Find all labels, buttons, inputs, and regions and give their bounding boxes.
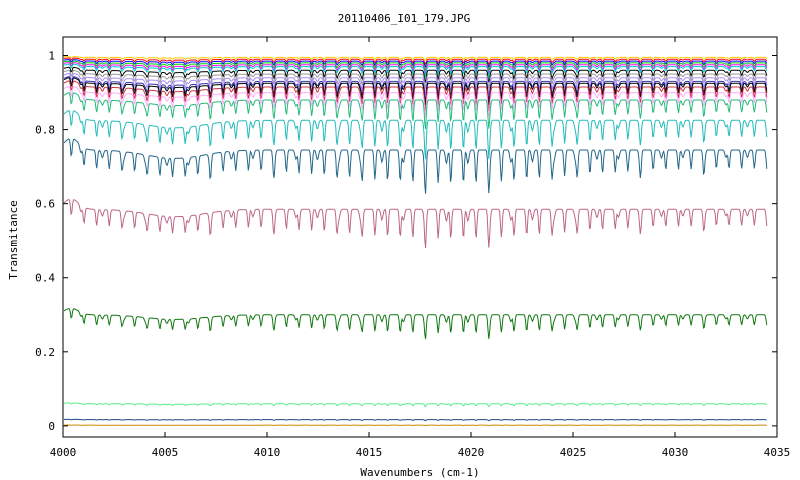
x-tick-label: 4020 [458, 446, 485, 459]
x-tick-label: 4015 [356, 446, 383, 459]
x-tick-label: 4025 [560, 446, 587, 459]
series-line-10 [63, 76, 768, 101]
series-line-11 [63, 77, 768, 106]
y-tick-label: 0.6 [35, 198, 55, 211]
series-line-19 [63, 402, 768, 408]
x-tick-label: 4010 [254, 446, 281, 459]
x-axis: 4000 4005 4010 4015 4020 4025 4030 4035 [50, 37, 791, 459]
series-line-6 [63, 63, 768, 79]
series-line-14 [63, 92, 768, 130]
series-line-8 [63, 69, 768, 89]
series-line-16 [63, 138, 768, 194]
series-line-15 [63, 110, 768, 160]
chart-title: 20110406_I01_179.JPG [338, 12, 470, 25]
series-line-7 [63, 66, 768, 83]
x-tick-label: 4000 [50, 446, 77, 459]
plot-frame [62, 36, 778, 438]
x-tick-label: 4035 [764, 446, 791, 459]
series-line-13 [63, 85, 768, 117]
series-line-1 [63, 56, 768, 62]
y-tick-label: 0.4 [35, 272, 55, 285]
series-line-9 [63, 72, 768, 95]
y-tick-label: 0.2 [35, 346, 55, 359]
series-line-2 [63, 57, 768, 66]
x-tick-label: 4005 [152, 446, 179, 459]
series-line-18 [63, 308, 768, 340]
series-line-21 [64, 424, 767, 427]
series-line-5 [63, 62, 768, 76]
series-line-17 [63, 198, 768, 249]
series-line-3 [63, 59, 768, 69]
series-line-4 [63, 60, 768, 72]
x-axis-label: Wavenumbers (cm-1) [360, 466, 479, 479]
series-line-20 [64, 418, 767, 422]
y-axis-label: Transmitance [7, 200, 20, 279]
y-tick-label: 1 [48, 50, 55, 63]
series-layer [63, 56, 768, 427]
y-tick-label: 0 [48, 420, 55, 433]
y-axis: 0 0.2 0.4 0.6 0.8 1 [35, 50, 777, 433]
x-tick-label: 4030 [662, 446, 689, 459]
y-tick-label: 0.8 [35, 124, 55, 137]
series-line-12 [63, 80, 768, 112]
